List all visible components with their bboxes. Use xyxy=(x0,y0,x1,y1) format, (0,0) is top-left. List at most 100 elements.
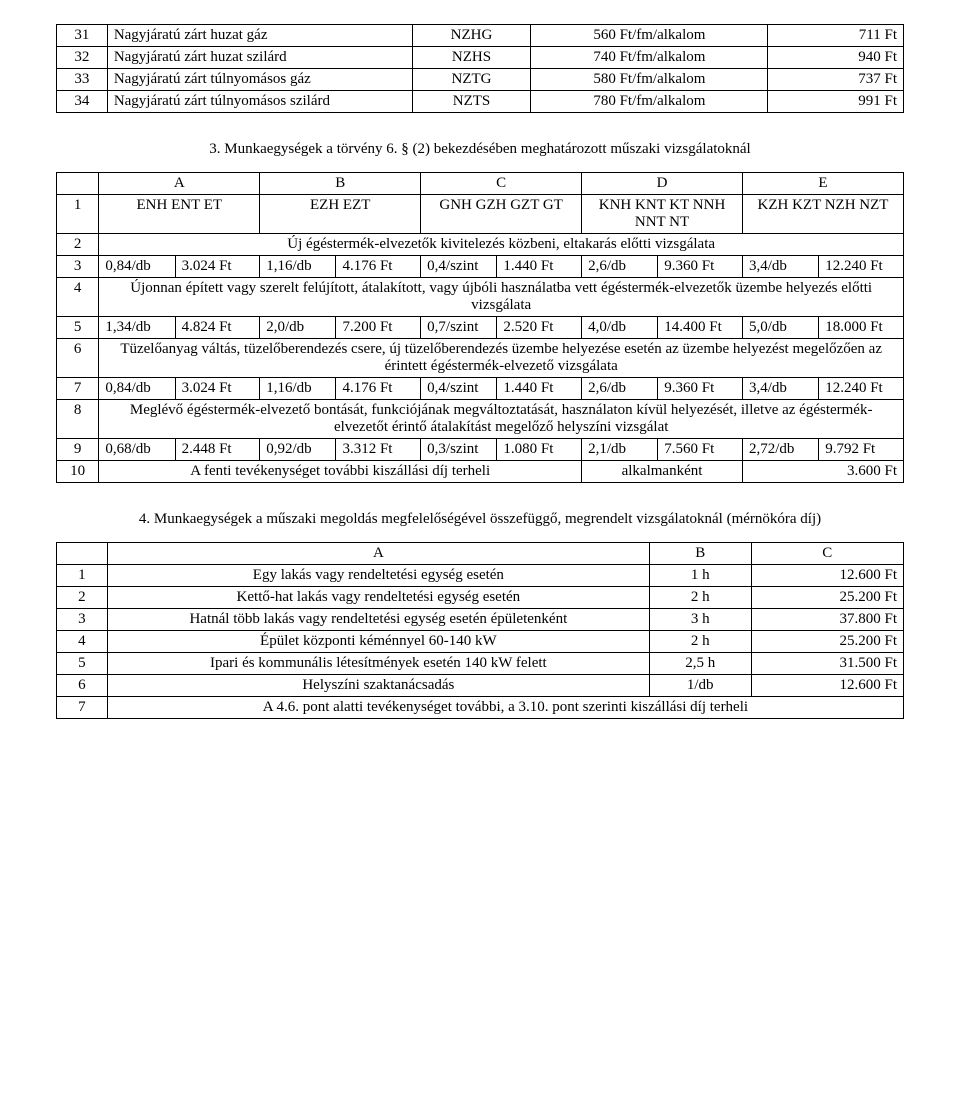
table1-cell: 560 Ft/fm/alkalom xyxy=(531,25,768,47)
table2-r10-e: 3.600 Ft xyxy=(742,461,903,483)
table1-row: 31Nagyjáratú zárt huzat gázNZHG560 Ft/fm… xyxy=(57,25,904,47)
table2-r5-e2: 18.000 Ft xyxy=(819,317,904,339)
table3-cell-n: 2 xyxy=(57,587,108,609)
table2-r6-n: 6 xyxy=(57,339,99,378)
table2-r2-text: Új égéstermék-elvezetők kivitelezés közb… xyxy=(99,234,904,256)
table3-cell-a: Egy lakás vagy rendeltetési egység eseté… xyxy=(107,565,649,587)
table1-cell: 940 Ft xyxy=(768,47,904,69)
table2-r9-d2: 7.560 Ft xyxy=(658,439,743,461)
table2-h-c: C xyxy=(421,173,582,195)
table2-r1-a: ENH ENT ET xyxy=(99,195,260,234)
table2-r3-d2: 9.360 Ft xyxy=(658,256,743,278)
table1-cell: 737 Ft xyxy=(768,69,904,91)
table-engineer-hour: A B C 1Egy lakás vagy rendeltetési egysé… xyxy=(56,542,904,719)
table2-row-1: 1 ENH ENT ET EZH EZT GNH GZH GZT GT KNH … xyxy=(57,195,904,234)
table3-h-b: B xyxy=(649,543,751,565)
table3-cell-n: 4 xyxy=(57,631,108,653)
table1-cell: 580 Ft/fm/alkalom xyxy=(531,69,768,91)
table1-row: 34Nagyjáratú zárt túlnyomásos szilárdNZT… xyxy=(57,91,904,113)
table3-row: 3Hatnál több lakás vagy rendeltetési egy… xyxy=(57,609,904,631)
table1-cell: 33 xyxy=(57,69,108,91)
table2-r5-n: 5 xyxy=(57,317,99,339)
table2-r5-d1: 4,0/db xyxy=(582,317,658,339)
table1-cell: NZTG xyxy=(412,69,531,91)
table3-cell-n: 6 xyxy=(57,675,108,697)
table2-h-e: E xyxy=(742,173,903,195)
table2-row-7: 7 0,84/db 3.024 Ft 1,16/db 4.176 Ft 0,4/… xyxy=(57,378,904,400)
table3-cell-c: 25.200 Ft xyxy=(751,587,903,609)
table2-r3-e2: 12.240 Ft xyxy=(819,256,904,278)
table2-r5-e1: 5,0/db xyxy=(742,317,818,339)
table2-r7-c1: 0,4/szint xyxy=(421,378,497,400)
table2-row-2: 2 Új égéstermék-elvezetők kivitelezés kö… xyxy=(57,234,904,256)
table3-cell-c: 12.600 Ft xyxy=(751,675,903,697)
table3-h-c: C xyxy=(751,543,903,565)
table2-r9-c2: 1.080 Ft xyxy=(497,439,582,461)
table3-cell-b: 2,5 h xyxy=(649,653,751,675)
table2-r5-d2: 14.400 Ft xyxy=(658,317,743,339)
table3-cell-n: 5 xyxy=(57,653,108,675)
table3-header-row: A B C xyxy=(57,543,904,565)
table2-r7-a1: 0,84/db xyxy=(99,378,175,400)
table2-r5-c2: 2.520 Ft xyxy=(497,317,582,339)
table2-r6-text: Tüzelőanyag váltás, tüzelőberendezés cse… xyxy=(99,339,904,378)
table2-r7-b2: 4.176 Ft xyxy=(336,378,421,400)
table3-h-a: A xyxy=(107,543,649,565)
table2-r3-b2: 4.176 Ft xyxy=(336,256,421,278)
table3-r7-a: A 4.6. pont alatti tevékenységet további… xyxy=(107,697,903,719)
table2-r8-text: Meglévő égéstermék-elvezető bontását, fu… xyxy=(99,400,904,439)
table2-r9-b1: 0,92/db xyxy=(260,439,336,461)
table3-cell-n: 3 xyxy=(57,609,108,631)
table3-row: 6Helyszíni szaktanácsadás1/db12.600 Ft xyxy=(57,675,904,697)
table2-r1-e: KZH KZT NZH NZT xyxy=(742,195,903,234)
table2-r7-e1: 3,4/db xyxy=(742,378,818,400)
table2-r3-a2: 3.024 Ft xyxy=(175,256,260,278)
table3-row-7: 7 A 4.6. pont alatti tevékenységet továb… xyxy=(57,697,904,719)
table-unit-prices: 31Nagyjáratú zárt huzat gázNZHG560 Ft/fm… xyxy=(56,24,904,113)
table2-r1-c: GNH GZH GZT GT xyxy=(421,195,582,234)
table3-cell-c: 37.800 Ft xyxy=(751,609,903,631)
table3-h-blank xyxy=(57,543,108,565)
table2-r7-d1: 2,6/db xyxy=(582,378,658,400)
table3-row: 1Egy lakás vagy rendeltetési egység eset… xyxy=(57,565,904,587)
table2-r3-d1: 2,6/db xyxy=(582,256,658,278)
table3-cell-a: Ipari és kommunális létesítmények esetén… xyxy=(107,653,649,675)
table2-r5-b2: 7.200 Ft xyxy=(336,317,421,339)
table1-cell: NZHG xyxy=(412,25,531,47)
table1-cell: 31 xyxy=(57,25,108,47)
table3-cell-n: 1 xyxy=(57,565,108,587)
table2-h-a: A xyxy=(99,173,260,195)
table3-cell-b: 2 h xyxy=(649,587,751,609)
table2-r4-text: Újonnan épített vagy szerelt felújított,… xyxy=(99,278,904,317)
table2-r10-n: 10 xyxy=(57,461,99,483)
table1-cell: 711 Ft xyxy=(768,25,904,47)
table2-row-10: 10 A fenti tevékenységet további kiszáll… xyxy=(57,461,904,483)
section-3-title: 3. Munkaegységek a törvény 6. § (2) beke… xyxy=(56,141,904,158)
table3-cell-c: 31.500 Ft xyxy=(751,653,903,675)
table3-cell-a: Hatnál több lakás vagy rendeltetési egys… xyxy=(107,609,649,631)
table2-r3-e1: 3,4/db xyxy=(742,256,818,278)
table1-cell: 780 Ft/fm/alkalom xyxy=(531,91,768,113)
table2-r9-e1: 2,72/db xyxy=(742,439,818,461)
table2-r8-n: 8 xyxy=(57,400,99,439)
table2-r4-n: 4 xyxy=(57,278,99,317)
table1-cell: Nagyjáratú zárt túlnyomásos szilárd xyxy=(107,91,412,113)
table1-cell: 740 Ft/fm/alkalom xyxy=(531,47,768,69)
table2-r5-a1: 1,34/db xyxy=(99,317,175,339)
table2-h-blank xyxy=(57,173,99,195)
table2-r9-c1: 0,3/szint xyxy=(421,439,497,461)
table3-cell-a: Épület központi kéménnyel 60-140 kW xyxy=(107,631,649,653)
table3-cell-c: 12.600 Ft xyxy=(751,565,903,587)
table2-r1-n: 1 xyxy=(57,195,99,234)
table1-cell: NZHS xyxy=(412,47,531,69)
table3-cell-c: 25.200 Ft xyxy=(751,631,903,653)
table2-r9-a1: 0,68/db xyxy=(99,439,175,461)
table2-r1-b: EZH EZT xyxy=(260,195,421,234)
table1-row: 33Nagyjáratú zárt túlnyomásos gázNZTG580… xyxy=(57,69,904,91)
table2-r3-a1: 0,84/db xyxy=(99,256,175,278)
table2-r2-n: 2 xyxy=(57,234,99,256)
table2-r3-b1: 1,16/db xyxy=(260,256,336,278)
table2-r9-e2: 9.792 Ft xyxy=(819,439,904,461)
table2-r9-d1: 2,1/db xyxy=(582,439,658,461)
table3-cell-b: 1/db xyxy=(649,675,751,697)
